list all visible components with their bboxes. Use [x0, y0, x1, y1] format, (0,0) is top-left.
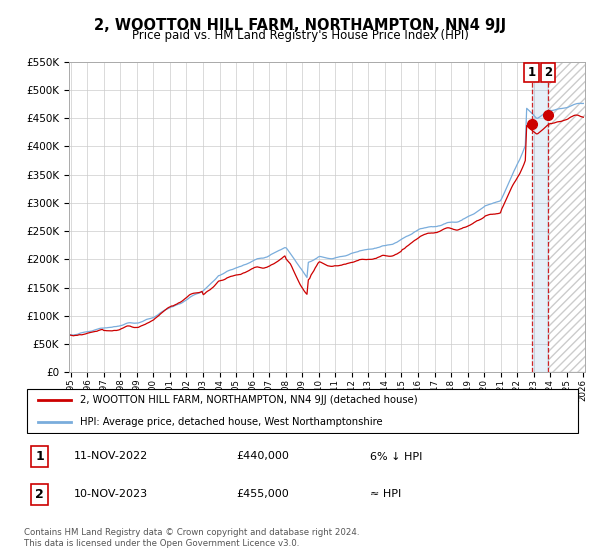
Text: ≈ HPI: ≈ HPI — [370, 489, 401, 500]
FancyBboxPatch shape — [27, 389, 578, 433]
Text: 2: 2 — [35, 488, 44, 501]
Bar — [548, 62, 592, 372]
Text: 10-NOV-2023: 10-NOV-2023 — [74, 489, 148, 500]
Text: 6% ↓ HPI: 6% ↓ HPI — [370, 451, 422, 461]
Text: 2, WOOTTON HILL FARM, NORTHAMPTON, NN4 9JJ (detached house): 2, WOOTTON HILL FARM, NORTHAMPTON, NN4 9… — [80, 395, 418, 405]
Bar — [532, 62, 548, 372]
Text: HPI: Average price, detached house, West Northamptonshire: HPI: Average price, detached house, West… — [80, 417, 382, 427]
Text: 2: 2 — [544, 66, 552, 79]
Text: £455,000: £455,000 — [236, 489, 289, 500]
Text: Price paid vs. HM Land Registry's House Price Index (HPI): Price paid vs. HM Land Registry's House … — [131, 29, 469, 42]
Text: 1: 1 — [35, 450, 44, 463]
Text: £440,000: £440,000 — [236, 451, 289, 461]
Text: 2, WOOTTON HILL FARM, NORTHAMPTON, NN4 9JJ: 2, WOOTTON HILL FARM, NORTHAMPTON, NN4 9… — [94, 18, 506, 33]
Text: 1: 1 — [527, 66, 536, 79]
Text: Contains HM Land Registry data © Crown copyright and database right 2024.
This d: Contains HM Land Registry data © Crown c… — [24, 528, 359, 548]
Text: 11-NOV-2022: 11-NOV-2022 — [74, 451, 148, 461]
